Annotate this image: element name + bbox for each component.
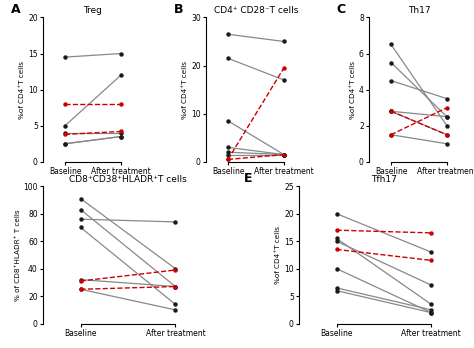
Y-axis label: %of CD4⁺T cells: %of CD4⁺T cells	[19, 61, 26, 119]
Text: C: C	[337, 3, 346, 16]
Title: Th17: Th17	[408, 6, 430, 15]
Text: B: B	[173, 3, 183, 16]
Title: Tfh17: Tfh17	[371, 175, 397, 184]
Text: A: A	[10, 3, 20, 16]
Text: E: E	[244, 172, 253, 185]
Y-axis label: %of CD4⁺T cells: %of CD4⁺T cells	[350, 61, 356, 119]
Title: Treg: Treg	[83, 6, 102, 15]
Title: CD8⁺CD38⁺HLADR⁺T cells: CD8⁺CD38⁺HLADR⁺T cells	[69, 175, 187, 184]
Y-axis label: % of CD8⁺HLADR⁺ T cells: % of CD8⁺HLADR⁺ T cells	[15, 209, 20, 301]
Title: CD4⁺ CD28⁻T cells: CD4⁺ CD28⁻T cells	[214, 6, 298, 15]
Y-axis label: %of CD4⁺T cells: %of CD4⁺T cells	[182, 61, 188, 119]
Y-axis label: %of CD4⁺T cells: %of CD4⁺T cells	[275, 226, 282, 284]
